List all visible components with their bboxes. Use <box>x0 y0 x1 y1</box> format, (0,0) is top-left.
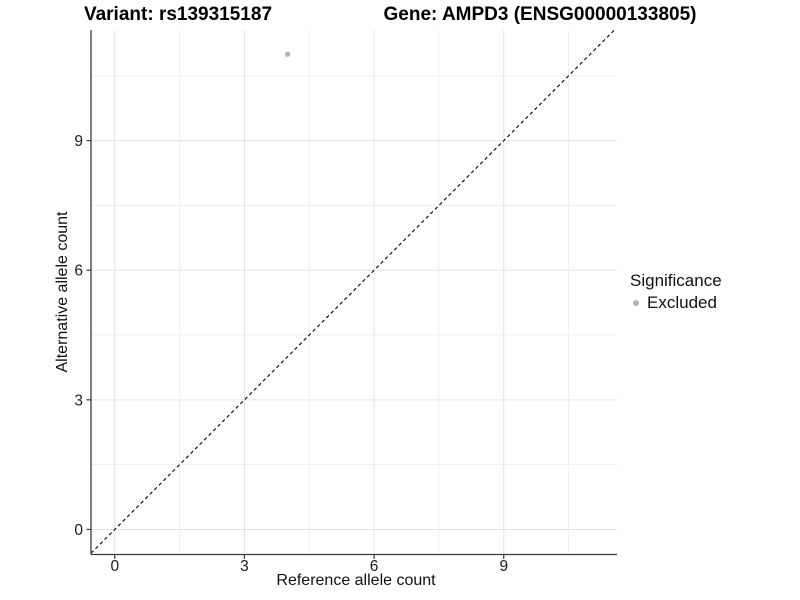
legend-item-excluded: Excluded <box>630 293 722 313</box>
x-tick-label: 9 <box>499 558 508 575</box>
y-tick-label: 6 <box>74 263 83 280</box>
identity-reference-line <box>90 29 615 554</box>
legend-point-icon <box>633 300 639 306</box>
x-tick-label: 3 <box>240 558 249 575</box>
plot-title-variant: Variant: rs139315187 <box>83 4 273 25</box>
data-point <box>284 51 291 57</box>
y-tick-label: 3 <box>74 392 83 409</box>
plot-title-gene: Gene: AMPD3 (ENSG00000133805) <box>383 4 697 25</box>
legend-title: Significance <box>630 271 722 290</box>
y-tick-label: 0 <box>74 522 83 539</box>
x-tick-label: 6 <box>370 558 379 575</box>
legend: Significance Excluded <box>630 271 722 313</box>
y-tick-label: 9 <box>74 133 83 150</box>
x-axis-title: Reference allele count <box>276 572 436 589</box>
x-tick-label: 0 <box>110 558 119 575</box>
legend-item-label: Excluded <box>647 293 717 312</box>
y-axis-title: Alternative allele count <box>54 211 71 373</box>
